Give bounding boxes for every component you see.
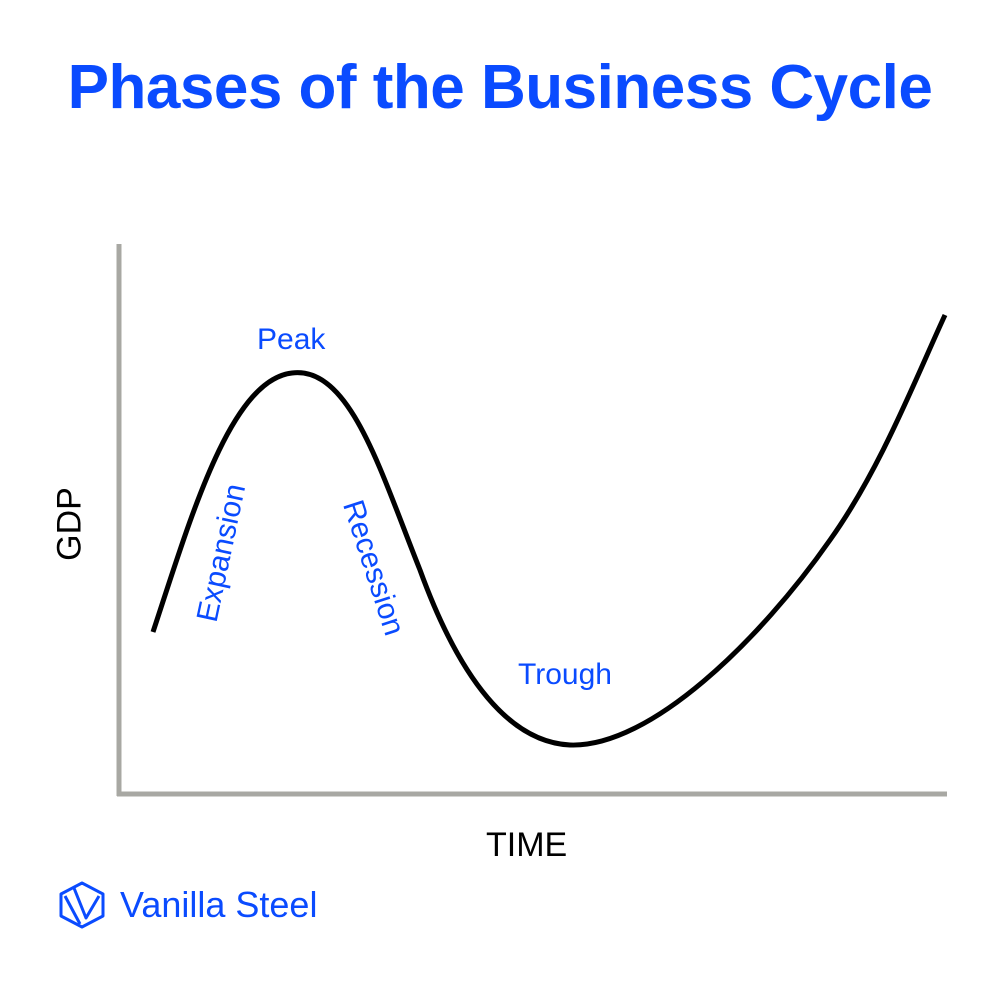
x-axis-label: TIME xyxy=(486,826,568,864)
y-axis-label: GDP xyxy=(50,487,89,561)
hexagon-v-logo-icon xyxy=(59,881,105,929)
brand-logo: Vanilla Steel xyxy=(58,880,317,930)
brand-name: Vanilla Steel xyxy=(120,884,318,925)
trough-label: Trough xyxy=(518,658,612,691)
peak-label: Peak xyxy=(257,323,326,356)
page-title: Phases of the Business Cycle xyxy=(67,53,933,122)
gdp-curve xyxy=(150,313,948,748)
